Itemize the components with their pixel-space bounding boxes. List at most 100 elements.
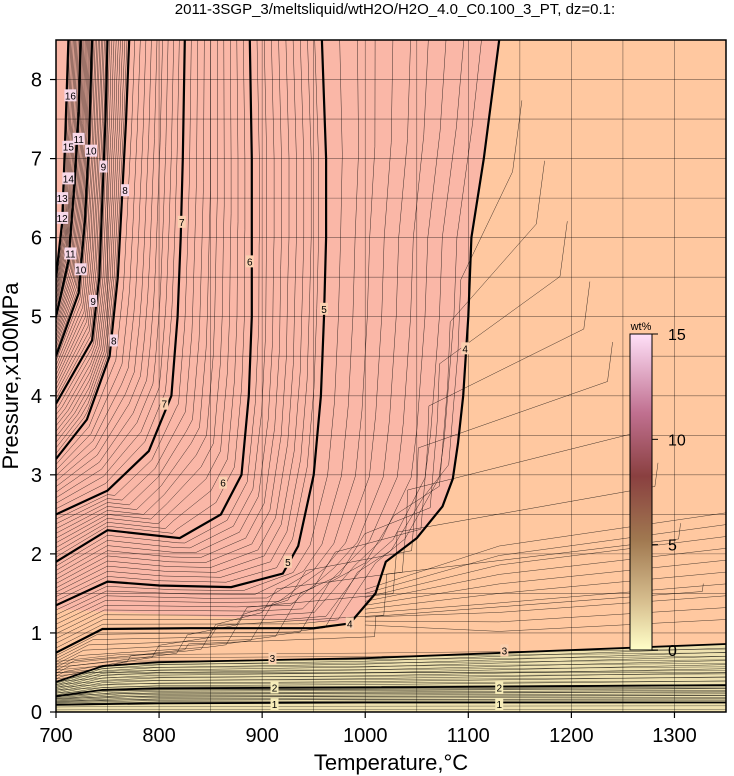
svg-text:2: 2 [272,683,278,694]
fine-contour-line [56,693,726,701]
fine-contour-line [56,40,232,548]
contour-label: 2 [495,681,504,694]
contour-label: 16 [64,89,77,102]
fine-contour-line [56,40,290,584]
fine-contour-line [56,40,239,553]
fine-contour-line [56,40,89,345]
svg-text:11: 11 [65,249,76,260]
fine-contour-line [56,40,104,390]
contour-label: 4 [345,617,354,630]
fine-contour-line [56,40,87,337]
contour-label: 9 [89,294,98,308]
fine-contour-line [56,40,128,454]
svg-text:8: 8 [122,186,128,197]
fine-contour-line [56,40,246,558]
fine-contour-line [56,659,726,671]
svg-text:9: 9 [90,297,96,308]
fine-contour-line [56,40,260,567]
contour-label: 6 [218,476,227,490]
contour-label: 15 [62,140,75,154]
y-tick-label: 7 [31,149,42,171]
x-tick-label: 1000 [343,725,388,747]
svg-text:15: 15 [63,143,75,154]
fine-contour-line [56,40,282,580]
fine-contour-line [56,40,96,366]
contour-line-10 [56,40,94,357]
x-tick-label: 1100 [447,725,490,747]
contour-line-3 [56,643,726,683]
fine-contour-line [56,40,199,525]
fine-contour-line [56,40,91,349]
fine-contour-line [56,40,343,611]
fine-contour-line [56,691,726,700]
svg-text:6: 6 [247,257,253,268]
y-tick-label: 2 [31,544,42,566]
fine-contour-line [56,40,163,493]
fine-contour-line [56,695,726,702]
x-axis-label: Temperature,°C [314,750,468,775]
contour-label: 5 [283,555,292,569]
fine-contour-line [56,40,192,520]
fine-contour-line [56,40,411,630]
contour-label: 2 [270,681,279,694]
fine-contour-line [56,402,636,671]
svg-text:1: 1 [496,700,502,711]
fine-contour-line [56,694,726,699]
colorbar-gradient [629,333,653,651]
colorbar-ticks: 0 5 10 15 [652,327,686,660]
fine-contour-line [56,160,545,659]
fine-contour-line [56,691,726,696]
fine-contour-line [56,664,726,690]
fine-contour-line [56,709,726,711]
svg-text:1: 1 [272,700,278,711]
plot-frame [55,39,727,713]
fine-contour-line [56,40,113,415]
contour-label: 12 [56,211,69,225]
fine-contour-line [56,668,726,691]
fine-contour-line [56,673,726,682]
colorbar-tick-label: 15 [668,327,686,344]
fine-contour-line [56,40,429,634]
contour-line-7 [56,40,186,516]
contour-label: 13 [56,192,69,205]
fine-contour-line [56,670,726,679]
fine-contour-line [56,40,376,620]
fine-contour-line [56,680,726,688]
svg-text:10: 10 [85,147,97,158]
fine-contour-line [56,40,267,571]
svg-text:16: 16 [65,91,77,102]
fine-contour-line [56,40,99,376]
fine-contour-line [56,686,726,698]
chart-title: 2011-3SGP_3/meltsliquid/wtH2O/H2O_4.0_C0… [175,1,615,18]
svg-text:7: 7 [179,218,185,229]
y-tick-label: 8 [31,70,42,92]
contour-line-6 [56,40,253,563]
fine-contour-line [56,40,83,321]
contour-label: 8 [109,334,118,347]
y-tick-label: 6 [31,228,42,250]
fine-contour-line [56,676,726,694]
y-tick-label: 0 [31,702,42,724]
fine-contour-line [56,40,141,471]
fine-contour-line [56,40,359,616]
contour-label: 9 [99,160,108,173]
svg-text:4: 4 [462,344,468,355]
fine-contour-line [56,698,726,702]
contour-label: 8 [121,184,130,197]
contour-label: 11 [72,132,85,146]
fine-contour-line [56,690,726,700]
fine-contour-line [56,40,92,353]
contour-label: 10 [74,263,87,276]
fine-contour-line [56,40,218,539]
fine-contour-line [56,40,97,371]
x-tick-label: 800 [142,725,175,747]
contour-line-4 [56,40,501,654]
colorbar-tick-label: 5 [668,538,677,555]
fine-contour-line [56,40,105,395]
colorbar-tick-label: 10 [668,432,686,449]
fine-contour-line [56,40,312,597]
y-tick-label: 1 [31,623,42,645]
fine-contour-line [56,40,212,534]
y-tick-label: 3 [31,465,42,487]
